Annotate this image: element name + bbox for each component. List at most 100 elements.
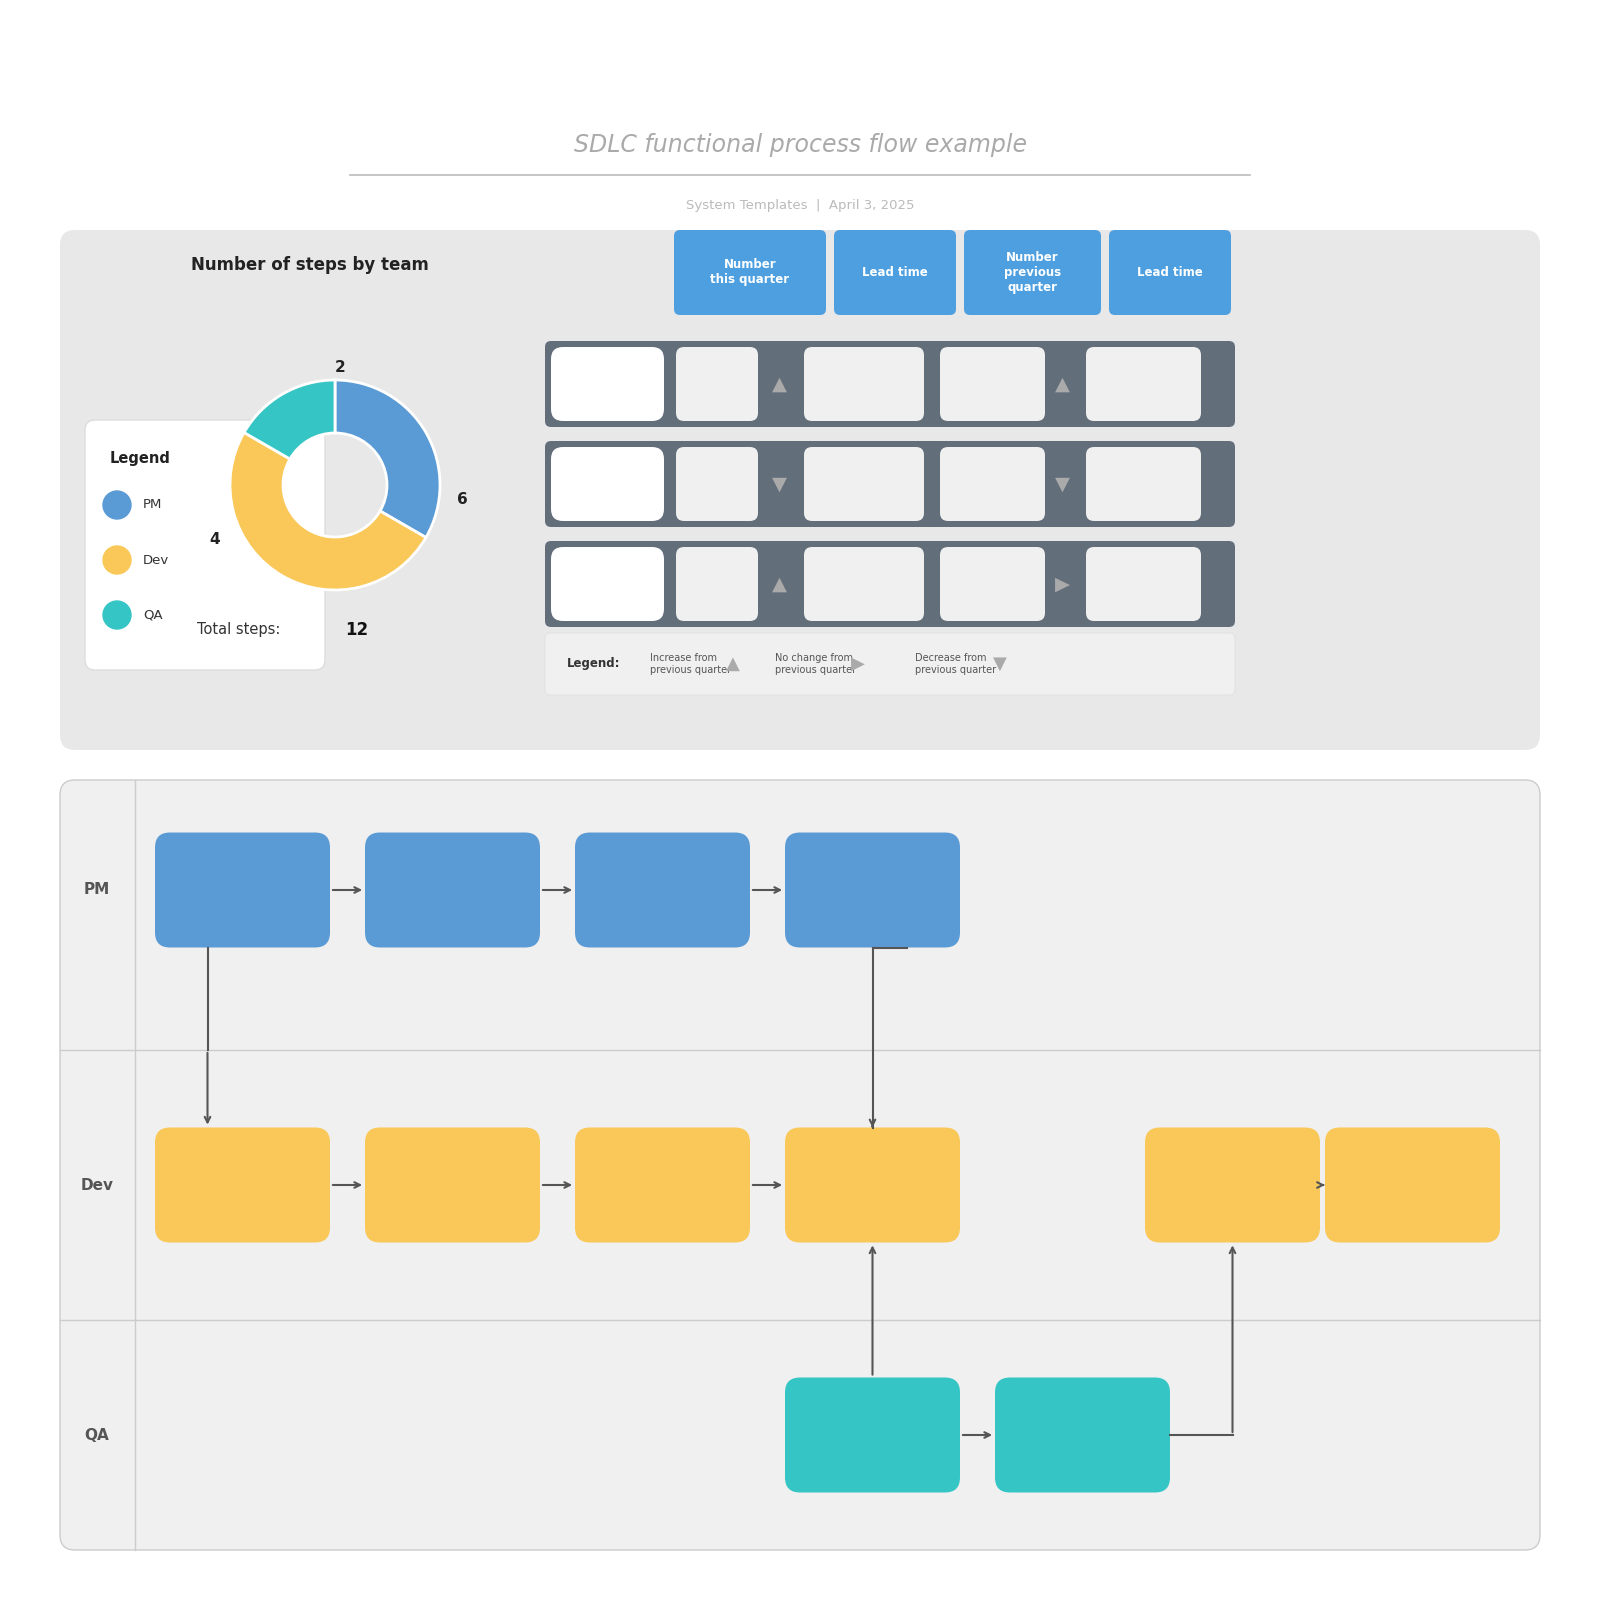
Text: QA: QA: [85, 1427, 109, 1443]
Circle shape: [102, 546, 131, 574]
Text: Legend: Legend: [110, 451, 171, 466]
FancyBboxPatch shape: [550, 446, 664, 522]
Text: Number of steps by team: Number of steps by team: [190, 256, 429, 274]
FancyBboxPatch shape: [674, 230, 826, 315]
Wedge shape: [334, 379, 440, 538]
Text: Design proof
of concept: Design proof of concept: [618, 877, 707, 904]
FancyBboxPatch shape: [786, 832, 960, 947]
Text: Complete
acceptance
testing/end-to-end
test: Complete acceptance testing/end-to-end t…: [814, 1413, 931, 1458]
Text: 6: 6: [456, 493, 467, 507]
Text: 4 days: 4 days: [842, 378, 886, 390]
Text: ▲: ▲: [771, 574, 787, 594]
Text: Total steps:: Total steps:: [197, 622, 280, 637]
Text: Document
working
requirements: Document working requirements: [405, 869, 499, 912]
Text: ▼: ▼: [1054, 475, 1069, 493]
Text: Bug
fix: Bug fix: [595, 470, 619, 498]
Text: 4: 4: [987, 576, 997, 592]
Text: ▲: ▲: [726, 654, 739, 674]
Text: 12: 12: [346, 621, 368, 638]
Text: ▼: ▼: [994, 654, 1006, 674]
Text: 40: 40: [706, 477, 728, 491]
FancyBboxPatch shape: [995, 1378, 1170, 1493]
FancyBboxPatch shape: [963, 230, 1101, 315]
Text: 61: 61: [981, 477, 1003, 491]
Text: 3 days: 3 days: [1122, 477, 1165, 491]
Text: Run
loadtesting: Run loadtesting: [832, 1171, 912, 1198]
FancyBboxPatch shape: [546, 541, 1235, 627]
Text: 6 days: 6 days: [842, 578, 886, 590]
Text: Complete QA: Complete QA: [1042, 1430, 1123, 1440]
FancyBboxPatch shape: [155, 1128, 330, 1243]
Text: No change from
previous quarter: No change from previous quarter: [774, 653, 856, 675]
Text: Lead time: Lead time: [862, 266, 928, 278]
FancyBboxPatch shape: [786, 1128, 960, 1243]
Text: 6: 6: [712, 576, 722, 592]
FancyBboxPatch shape: [675, 347, 758, 421]
Text: 58: 58: [706, 376, 728, 392]
Text: 2: 2: [334, 360, 346, 376]
Circle shape: [102, 491, 131, 518]
FancyBboxPatch shape: [1146, 1128, 1320, 1243]
FancyBboxPatch shape: [61, 230, 1539, 750]
Text: 43: 43: [981, 376, 1003, 392]
FancyBboxPatch shape: [803, 547, 923, 621]
Text: Deploy to
production: Deploy to production: [1195, 1171, 1270, 1198]
Text: Write code: Write code: [205, 1179, 280, 1192]
FancyBboxPatch shape: [1086, 547, 1202, 621]
FancyBboxPatch shape: [803, 347, 923, 421]
Text: Decrease from
previous quarter: Decrease from previous quarter: [915, 653, 997, 675]
FancyBboxPatch shape: [550, 347, 664, 421]
Text: Legend:: Legend:: [566, 658, 621, 670]
FancyBboxPatch shape: [675, 446, 758, 522]
Circle shape: [102, 602, 131, 629]
Wedge shape: [245, 379, 334, 459]
FancyBboxPatch shape: [546, 442, 1235, 526]
Wedge shape: [230, 432, 426, 590]
Text: 6 days: 6 days: [1122, 578, 1165, 590]
Text: Number
previous
quarter: Number previous quarter: [1003, 251, 1061, 294]
Text: ▲: ▲: [771, 374, 787, 394]
FancyBboxPatch shape: [546, 634, 1235, 694]
Text: Dev: Dev: [142, 554, 170, 566]
FancyBboxPatch shape: [365, 1128, 541, 1243]
Text: ▶: ▶: [1054, 574, 1069, 594]
Text: PM: PM: [83, 883, 110, 898]
FancyBboxPatch shape: [1086, 446, 1202, 522]
FancyBboxPatch shape: [786, 1378, 960, 1493]
FancyBboxPatch shape: [574, 832, 750, 947]
FancyBboxPatch shape: [365, 832, 541, 947]
Text: Number
this quarter: Number this quarter: [710, 259, 789, 286]
Text: Feature: Feature: [584, 378, 630, 390]
Text: Lead time: Lead time: [1138, 266, 1203, 278]
Text: Dev: Dev: [80, 1178, 114, 1192]
FancyBboxPatch shape: [1325, 1128, 1501, 1243]
Text: ▶: ▶: [851, 654, 866, 674]
Text: PM: PM: [142, 499, 162, 512]
Text: QA: QA: [142, 608, 163, 621]
Text: Gather
requirements: Gather requirements: [195, 877, 290, 904]
Text: Monitor code: Monitor code: [1366, 1179, 1459, 1192]
Text: Accept
design (POC): Accept design (POC): [827, 877, 918, 904]
Text: Increase from
previous quarter: Increase from previous quarter: [650, 653, 731, 675]
FancyBboxPatch shape: [941, 446, 1045, 522]
FancyBboxPatch shape: [941, 547, 1045, 621]
Text: ▼: ▼: [771, 475, 787, 493]
Text: System Templates  |  April 3, 2025: System Templates | April 3, 2025: [686, 198, 914, 211]
Text: Security
patch: Security patch: [582, 570, 634, 598]
FancyBboxPatch shape: [834, 230, 957, 315]
Text: Deploy to
pre-production: Deploy to pre-production: [610, 1171, 715, 1198]
Text: 5 days: 5 days: [1122, 378, 1165, 390]
Text: 5 days: 5 days: [842, 477, 886, 491]
FancyBboxPatch shape: [1086, 347, 1202, 421]
FancyBboxPatch shape: [574, 1128, 750, 1243]
FancyBboxPatch shape: [675, 547, 758, 621]
FancyBboxPatch shape: [941, 347, 1045, 421]
FancyBboxPatch shape: [546, 341, 1235, 427]
FancyBboxPatch shape: [61, 781, 1539, 1550]
FancyBboxPatch shape: [155, 832, 330, 947]
Text: ▲: ▲: [1054, 374, 1069, 394]
FancyBboxPatch shape: [803, 446, 923, 522]
Text: 4: 4: [210, 533, 221, 547]
Text: Build/run unit
test: Build/run unit test: [405, 1171, 501, 1198]
Text: SDLC functional process flow example: SDLC functional process flow example: [573, 133, 1027, 157]
